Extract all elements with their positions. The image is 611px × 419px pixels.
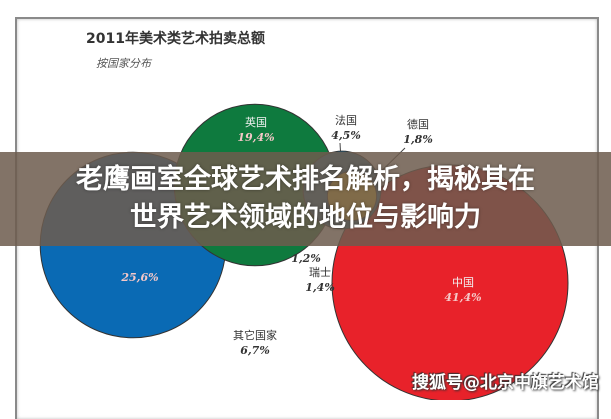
bubble-label: 其它国家 [233, 328, 277, 342]
chart-title: 2011年美术类艺术拍卖总额 [86, 31, 265, 47]
bubble-value-label: 25,6% [120, 271, 158, 284]
bubble-label: 法国 [335, 113, 357, 127]
bubble-value-label: 1,4% [305, 281, 335, 294]
bubble-value-label: 41,4% [444, 291, 481, 304]
bubble-label: 瑞士 [309, 265, 331, 279]
bubble-value-label: 4,5% [331, 129, 361, 142]
bubble-value-label: 6,7% [240, 344, 270, 357]
banner-line-1: 老鹰画室全球艺术排名解析，揭秘其在 [76, 164, 535, 195]
banner-line-2: 世界艺术领域的地位与影响力 [130, 202, 481, 233]
watermark: 搜狐号@北京中旗艺术馆 [412, 373, 599, 393]
bubble-value-label: 19,4% [237, 131, 274, 144]
bubble-label: 德国 [407, 117, 429, 131]
title-banner: 老鹰画室全球艺术排名解析，揭秘其在 世界艺术领域的地位与影响力 [0, 152, 611, 246]
chart-subtitle: 按国家分布 [96, 57, 151, 70]
bubble-value-label: 1,8% [403, 133, 433, 146]
bubble-label: 中国 [452, 276, 474, 289]
bubble-label: 英国 [245, 115, 267, 129]
bubble-value-label: 1,2% [291, 252, 321, 265]
